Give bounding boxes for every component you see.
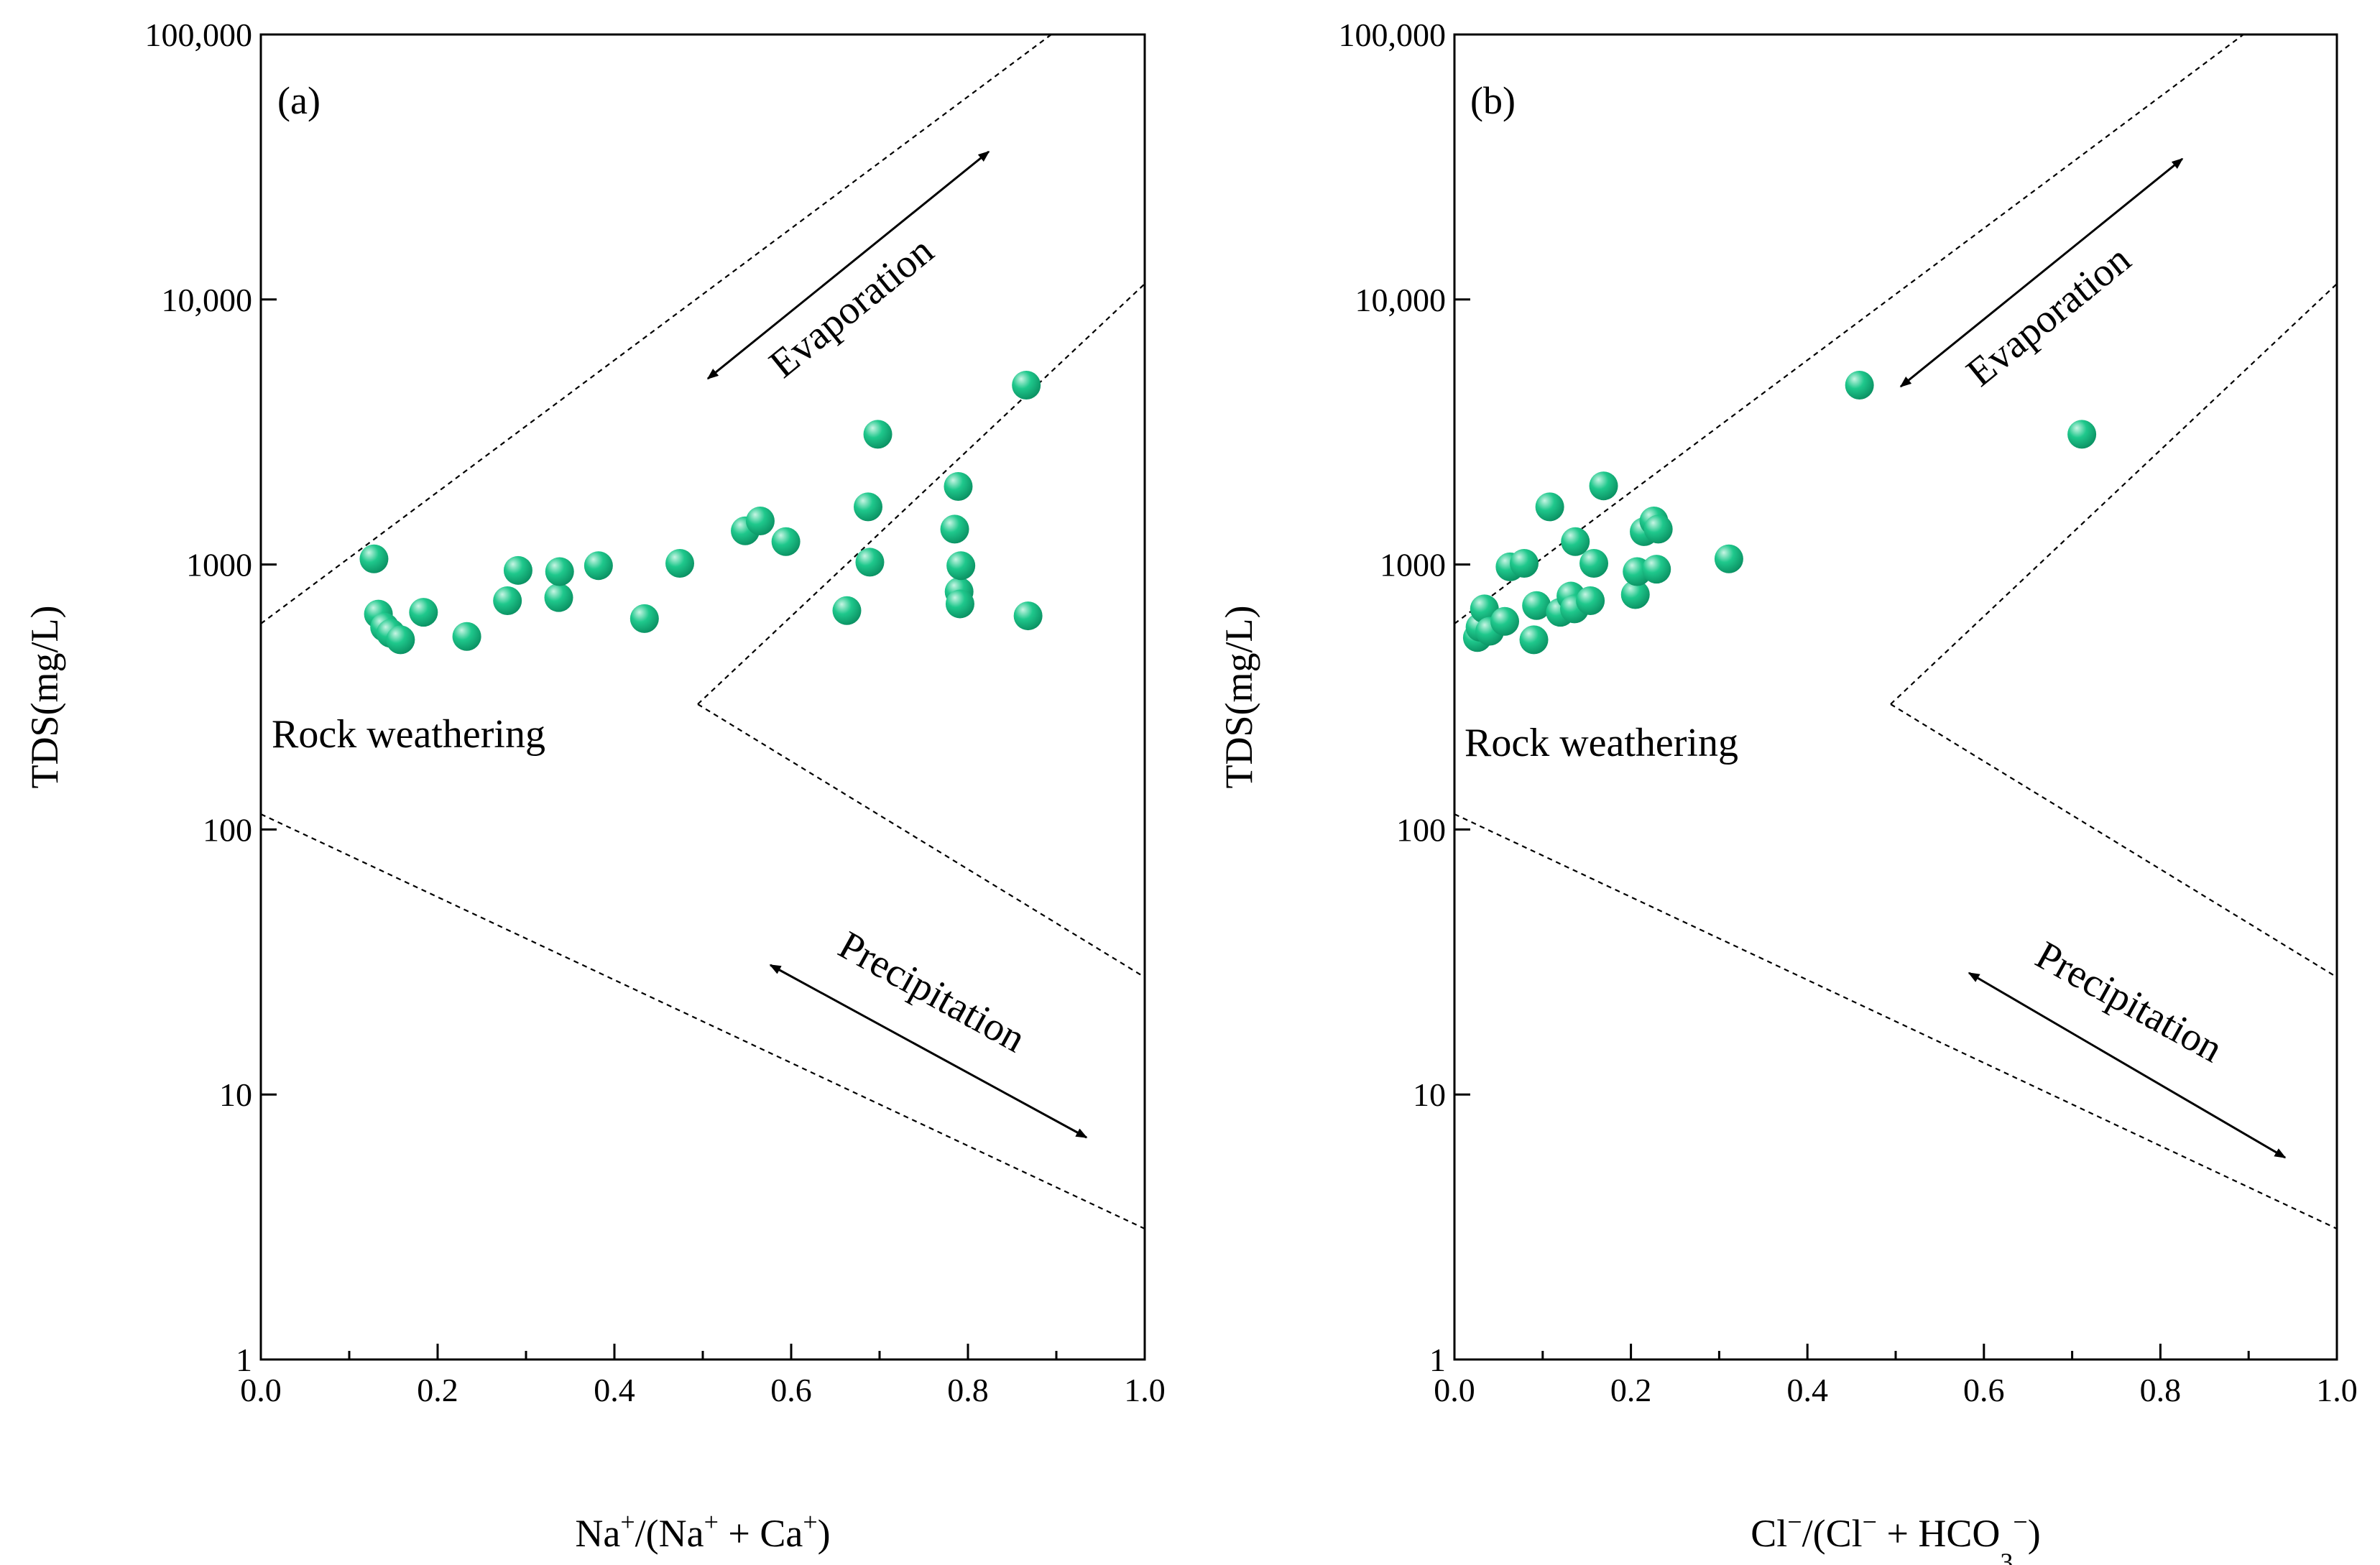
data-point-b-15: [1576, 586, 1605, 616]
x-tick-label-b: 0.4: [1786, 1372, 1828, 1408]
data-point-b-22: [1642, 555, 1671, 584]
data-point-b-24: [1714, 544, 1743, 573]
y-tick-label-b: 100,000: [1339, 17, 1447, 53]
precipitation-arrow-a: [769, 964, 1088, 1139]
data-point-b-7: [1510, 549, 1539, 578]
x-axis-b: 0.0 0.2 0.4 0.6 0.8 1.0: [1434, 1344, 2358, 1408]
data-point-b-17: [1589, 471, 1618, 501]
data-point-a-20: [855, 548, 885, 577]
x-tick-label-a: 0.0: [240, 1372, 282, 1408]
data-point-b-5: [1490, 606, 1519, 636]
data-point-b-26: [2067, 420, 2097, 449]
precipitation-label-b: Precipitation: [2029, 933, 2230, 1071]
data-point-a-6: [409, 598, 438, 627]
data-point-a-10: [544, 583, 573, 612]
x-tick-label-b: 0.6: [1963, 1372, 2005, 1408]
x-tick-label-a: 1.0: [1124, 1372, 1166, 1408]
plot-frame-b: [1453, 33, 2338, 1361]
y-tick-label-b: 100: [1396, 811, 1446, 848]
data-point-a-7: [452, 622, 481, 651]
lower-boundary-b: [1454, 813, 2338, 1229]
panel-label-b: (b): [1470, 79, 1516, 122]
x-tick-label-a: 0.2: [417, 1372, 458, 1408]
data-point-a-23: [944, 472, 973, 502]
data-point-a-26: [946, 551, 976, 581]
data-point-a-19: [854, 492, 883, 522]
precipitation-label-a: Precipitation: [831, 923, 1033, 1061]
gibbs-boundaries-a: [260, 34, 1145, 1229]
rock-weathering-label-b: Rock weathering: [1465, 721, 1738, 765]
y-tick-label-a: 1: [236, 1342, 252, 1378]
data-point-a-18: [832, 596, 862, 625]
data-point-a-22: [940, 514, 969, 544]
y-tick-label-b: 1: [1429, 1342, 1446, 1378]
y-tick-label-b: 10: [1413, 1076, 1446, 1113]
rock-weathering-label-a: Rock weathering: [272, 712, 545, 757]
data-point-a-16: [745, 506, 775, 535]
evaporation-arrow-a: [706, 150, 990, 380]
y-tick-label-a: 10: [219, 1076, 252, 1113]
data-point-a-5: [386, 625, 415, 655]
panel-label-a: (a): [277, 79, 320, 122]
data-point-b-16: [1579, 549, 1609, 578]
data-point-a-28: [1013, 601, 1043, 631]
x-axis-title-a: Na+/(Na+ + Ca+): [575, 1508, 830, 1555]
y-axis-a: 1 10 100 1000 10,000 100,000: [145, 17, 277, 1378]
panel-a: Evaporation Precipitation Rock weatherin…: [23, 17, 1166, 1555]
data-point-a-1: [359, 544, 389, 573]
y-axis-b: 1 10 100 1000 10,000 100,000: [1339, 17, 1470, 1378]
inner-boundary-a: [697, 283, 1145, 978]
data-point-a-17: [771, 527, 801, 556]
x-tick-label-a: 0.4: [594, 1372, 635, 1408]
gibbs-boundaries-b: [1454, 34, 2338, 1229]
x-axis-a: 0.0 0.2 0.4 0.6 0.8 1.0: [240, 1344, 1166, 1408]
panel-b: Evaporation Precipitation Rock weatherin…: [1217, 17, 2358, 1565]
x-tick-label-a: 0.6: [770, 1372, 812, 1408]
y-axis-title-a: TDS(mg/L): [23, 606, 66, 789]
data-points-b: [1462, 371, 2097, 655]
evaporation-label-b: Evaporation: [1958, 237, 2139, 395]
data-point-a-21: [863, 420, 892, 449]
precipitation-arrow-b: [1968, 971, 2287, 1159]
x-tick-label-b: 0.2: [1610, 1372, 1652, 1408]
data-point-a-25: [945, 589, 974, 619]
data-point-b-23: [1643, 514, 1673, 544]
upper-boundary-a: [260, 34, 1052, 624]
data-point-a-27: [1012, 371, 1041, 400]
y-tick-label-a: 1000: [186, 547, 252, 583]
data-point-b-25: [1845, 371, 1874, 400]
x-axis-title-b: Cl−/(Cl− + HCO3−): [1751, 1508, 2040, 1565]
evaporation-arrow-b: [1899, 157, 2184, 388]
data-points-a: [359, 371, 1043, 655]
x-tick-label-b: 0.8: [2140, 1372, 2182, 1408]
data-point-a-11: [545, 557, 574, 586]
y-axis-title-b: TDS(mg/L): [1217, 606, 1260, 789]
x-tick-label-b: 0.0: [1434, 1372, 1475, 1408]
plot-frame-a: [259, 33, 1146, 1361]
evaporation-label-a: Evaporation: [761, 228, 942, 387]
data-point-a-9: [503, 555, 532, 585]
x-tick-label-b: 1.0: [2316, 1372, 2358, 1408]
data-point-a-12: [584, 551, 613, 581]
y-tick-label-b: 1000: [1380, 547, 1446, 583]
data-point-b-8: [1519, 625, 1549, 655]
data-point-a-14: [665, 549, 695, 578]
data-point-a-8: [493, 586, 522, 616]
inner-boundary-b: [1890, 283, 2338, 978]
data-point-b-14: [1561, 527, 1590, 556]
y-tick-label-a: 100,000: [145, 17, 253, 53]
data-point-a-13: [629, 604, 659, 633]
data-point-b-10: [1535, 492, 1564, 522]
y-tick-label-a: 100: [203, 811, 252, 848]
lower-boundary-a: [260, 813, 1145, 1229]
data-point-b-9: [1522, 591, 1551, 620]
y-tick-label-a: 10,000: [162, 282, 253, 318]
data-point-b-18: [1620, 580, 1650, 609]
y-tick-label-b: 10,000: [1355, 282, 1447, 318]
x-tick-label-a: 0.8: [947, 1372, 989, 1408]
